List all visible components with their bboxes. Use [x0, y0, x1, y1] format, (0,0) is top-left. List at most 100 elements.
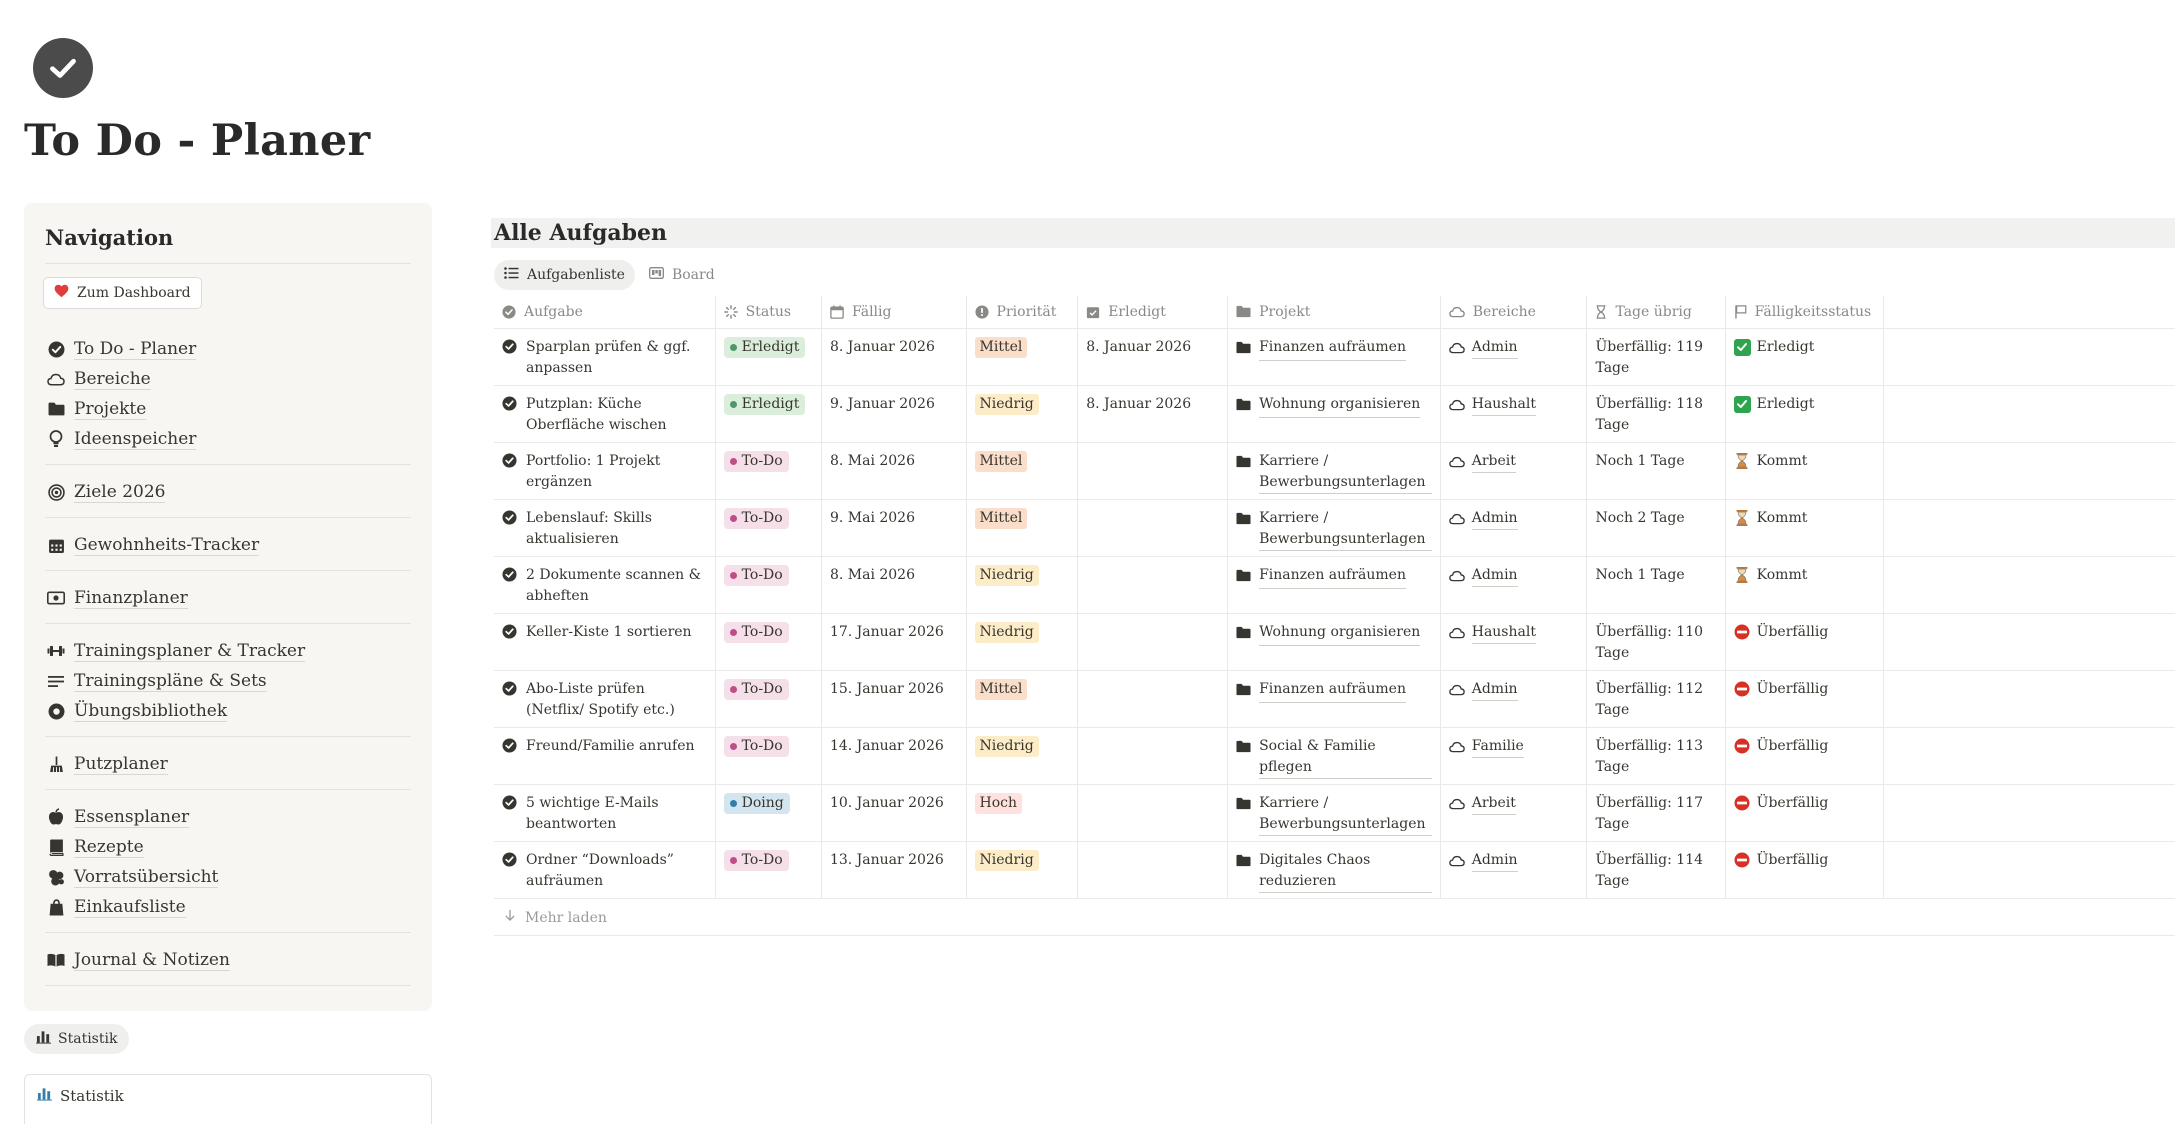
load-more-button[interactable]: Mehr laden — [494, 900, 2175, 936]
cell-erledigt[interactable]: 8. Januar 2026 — [1077, 385, 1229, 443]
cell-faellig[interactable]: 14. Januar 2026 — [821, 727, 967, 785]
table-row[interactable]: Keller-Kiste 1 sortieren To-Do 17. Januar … — [494, 613, 2175, 671]
cell-aufgabe[interactable]: Freund/Familie anrufen — [494, 727, 716, 785]
cell-bereiche[interactable]: Admin — [1440, 841, 1588, 899]
cell-projekt[interactable]: Social & Familie pflegen — [1227, 727, 1441, 785]
column-status[interactable]: Status — [715, 296, 822, 329]
cell-projekt[interactable]: Finanzen aufräumen — [1227, 556, 1441, 614]
nav-item-ideenspeicher[interactable]: Ideenspeicher — [45, 424, 411, 454]
cell-erledigt[interactable] — [1077, 841, 1229, 899]
area-link[interactable]: Admin — [1471, 337, 1518, 359]
cell-tage-uebrig[interactable]: Überfällig: 112 Tage — [1586, 670, 1726, 728]
cell-status[interactable]: To-Do — [715, 841, 822, 899]
cell-status[interactable]: To-Do — [715, 613, 822, 671]
cell-faelligkeitsstatus[interactable]: Überfällig — [1725, 613, 1885, 671]
area-link[interactable]: Haushalt — [1471, 622, 1536, 644]
cell-faelligkeitsstatus[interactable]: Kommt — [1725, 442, 1885, 500]
cell-faelligkeitsstatus[interactable]: Überfällig — [1725, 784, 1885, 842]
cell-tage-uebrig[interactable]: Noch 1 Tage — [1586, 442, 1726, 500]
cell-faellig[interactable]: 8. Januar 2026 — [821, 328, 967, 386]
nav-item-vorratsübersicht[interactable]: Vorratsübersicht — [45, 862, 411, 892]
cell-tage-uebrig[interactable]: Überfällig: 110 Tage — [1586, 613, 1726, 671]
cell-prioritaet[interactable]: Hoch — [966, 784, 1079, 842]
cell-erledigt[interactable] — [1077, 784, 1229, 842]
area-link[interactable]: Admin — [1471, 508, 1518, 530]
cell-faelligkeitsstatus[interactable]: Überfällig — [1725, 841, 1885, 899]
cell-faellig[interactable]: 9. Mai 2026 — [821, 499, 967, 557]
nav-item-finanzplaner[interactable]: Finanzplaner — [45, 583, 411, 613]
cell-bereiche[interactable]: Familie — [1440, 727, 1588, 785]
cell-status[interactable]: To-Do — [715, 499, 822, 557]
cell-prioritaet[interactable]: Niedrig — [966, 556, 1079, 614]
column-tage-uebrig[interactable]: Tage übrig — [1586, 296, 1726, 329]
table-row[interactable]: Ordner “Downloads” aufräumen To-Do 13. Jan… — [494, 841, 2175, 899]
tab-board[interactable]: Board — [639, 260, 725, 290]
cell-faellig[interactable]: 17. Januar 2026 — [821, 613, 967, 671]
cell-tage-uebrig[interactable]: Überfällig: 119 Tage — [1586, 328, 1726, 386]
cell-erledigt[interactable] — [1077, 556, 1229, 614]
cell-bereiche[interactable]: Haushalt — [1440, 385, 1588, 443]
cell-bereiche[interactable]: Arbeit — [1440, 784, 1588, 842]
cell-faelligkeitsstatus[interactable]: Überfällig — [1725, 670, 1885, 728]
cell-bereiche[interactable]: Admin — [1440, 556, 1588, 614]
table-row[interactable]: Portfolio: 1 Projekt ergänzen To-Do 8. Mai… — [494, 442, 2175, 500]
project-link[interactable]: Finanzen aufräumen — [1259, 679, 1406, 703]
nav-item-putzplaner[interactable]: Putzplaner — [45, 749, 411, 779]
cell-aufgabe[interactable]: Keller-Kiste 1 sortieren — [494, 613, 716, 671]
nav-item-gewohnheits-tracker[interactable]: Gewohnheits-Tracker — [45, 530, 411, 560]
dashboard-button[interactable]: Zum Dashboard — [43, 277, 202, 309]
cell-status[interactable]: To-Do — [715, 670, 822, 728]
nav-item-to-do-planer[interactable]: To Do - Planer — [45, 334, 411, 364]
cell-erledigt[interactable] — [1077, 670, 1229, 728]
cell-prioritaet[interactable]: Niedrig — [966, 841, 1079, 899]
cell-erledigt[interactable] — [1077, 727, 1229, 785]
project-link[interactable]: Karriere / Bewerbungsunterlagen — [1259, 451, 1432, 494]
cell-projekt[interactable]: Wohnung organisieren — [1227, 385, 1441, 443]
column-aufgabe[interactable]: Aufgabe — [494, 296, 716, 329]
cell-status[interactable]: To-Do — [715, 727, 822, 785]
cell-projekt[interactable]: Karriere / Bewerbungsunterlagen — [1227, 442, 1441, 500]
cell-aufgabe[interactable]: 2 Dokumente scannen & abheften — [494, 556, 716, 614]
nav-item-trainingspläne-sets[interactable]: Trainingspläne & Sets — [45, 666, 411, 696]
column-faellig[interactable]: Fällig — [821, 296, 967, 329]
cell-aufgabe[interactable]: Abo-Liste prüfen (Netflix/ Spotify etc.) — [494, 670, 716, 728]
cell-aufgabe[interactable]: Putzplan: Küche Oberfläche wischen — [494, 385, 716, 443]
cell-erledigt[interactable]: 8. Januar 2026 — [1077, 328, 1229, 386]
cell-faelligkeitsstatus[interactable]: Erledigt — [1725, 328, 1885, 386]
table-row[interactable]: 2 Dokumente scannen & abheften To-Do 8. Ma… — [494, 556, 2175, 614]
cell-bereiche[interactable]: Admin — [1440, 499, 1588, 557]
nav-item-projekte[interactable]: Projekte — [45, 394, 411, 424]
column-prioritaet[interactable]: Priorität — [966, 296, 1079, 329]
cell-projekt[interactable]: Digitales Chaos reduzieren — [1227, 841, 1441, 899]
tab-aufgabenliste[interactable]: Aufgabenliste — [494, 260, 635, 290]
nav-item-übungsbibliothek[interactable]: Übungsbibliothek — [45, 696, 411, 726]
cell-faellig[interactable]: 13. Januar 2026 — [821, 841, 967, 899]
cell-faelligkeitsstatus[interactable]: Kommt — [1725, 556, 1885, 614]
column-bereiche[interactable]: Bereiche — [1440, 296, 1588, 329]
cell-erledigt[interactable] — [1077, 442, 1229, 500]
cell-faellig[interactable]: 8. Mai 2026 — [821, 442, 967, 500]
nav-item-trainingsplaner-tracker[interactable]: Trainingsplaner & Tracker — [45, 636, 411, 666]
cell-aufgabe[interactable]: Lebenslauf: Skills aktualisieren — [494, 499, 716, 557]
project-link[interactable]: Finanzen aufräumen — [1259, 337, 1406, 361]
cell-faelligkeitsstatus[interactable]: Erledigt — [1725, 385, 1885, 443]
cell-faellig[interactable]: 10. Januar 2026 — [821, 784, 967, 842]
cell-aufgabe[interactable]: Ordner “Downloads” aufräumen — [494, 841, 716, 899]
cell-status[interactable]: To-Do — [715, 442, 822, 500]
area-link[interactable]: Familie — [1471, 736, 1524, 758]
cell-bereiche[interactable]: Admin — [1440, 670, 1588, 728]
table-row[interactable]: Putzplan: Küche Oberfläche wischen Erledi… — [494, 385, 2175, 443]
cell-bereiche[interactable]: Arbeit — [1440, 442, 1588, 500]
cell-projekt[interactable]: Finanzen aufräumen — [1227, 670, 1441, 728]
project-link[interactable]: Social & Familie pflegen — [1259, 736, 1432, 779]
project-link[interactable]: Wohnung organisieren — [1259, 394, 1421, 418]
column-faelligkeitsstatus[interactable]: Fälligkeitsstatus — [1725, 296, 1885, 329]
cell-aufgabe[interactable]: Portfolio: 1 Projekt ergänzen — [494, 442, 716, 500]
nav-item-journal-notizen[interactable]: Journal & Notizen — [45, 945, 411, 975]
project-link[interactable]: Finanzen aufräumen — [1259, 565, 1406, 589]
cell-bereiche[interactable]: Haushalt — [1440, 613, 1588, 671]
table-row[interactable]: Sparplan prüfen & ggf. anpassen Erledigt 8… — [494, 328, 2175, 386]
cell-faelligkeitsstatus[interactable]: Überfällig — [1725, 727, 1885, 785]
cell-tage-uebrig[interactable]: Überfällig: 113 Tage — [1586, 727, 1726, 785]
area-link[interactable]: Haushalt — [1471, 394, 1536, 416]
